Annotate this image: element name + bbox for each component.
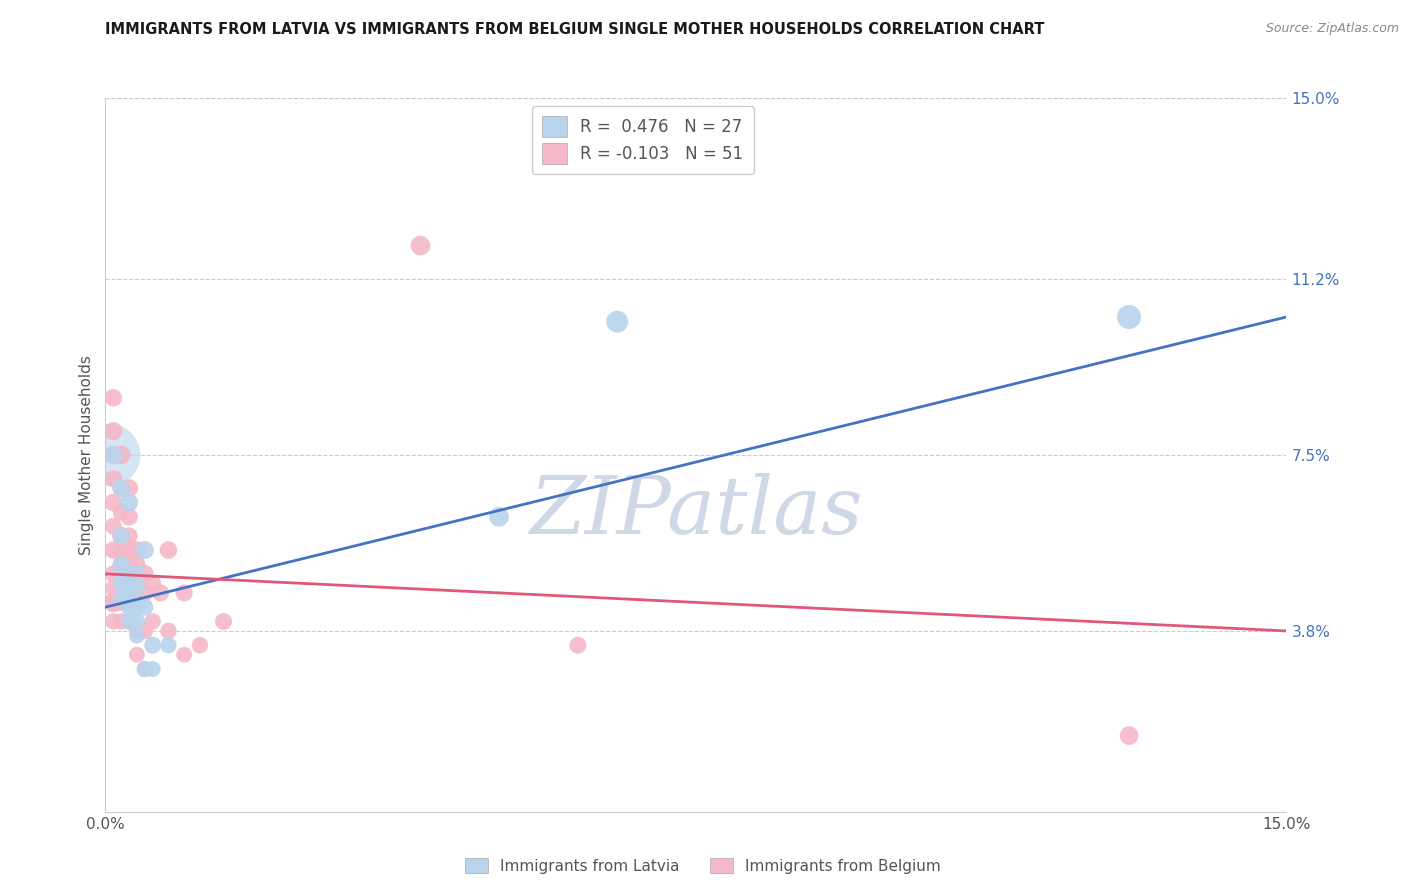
Point [134,543,156,558]
Point [118,566,141,581]
Point [118,615,141,629]
Point [103,495,125,509]
Point [118,558,141,572]
Point [125,581,148,595]
Point [142,638,165,652]
Point [134,600,156,615]
Point [103,472,125,486]
Point [157,638,180,652]
Point [103,615,125,629]
Legend: Immigrants from Latvia, Immigrants from Belgium: Immigrants from Latvia, Immigrants from … [458,852,948,880]
Point [118,595,141,609]
Point [103,595,125,609]
Legend: R =  0.476   N = 27, R = -0.103   N = 51: R = 0.476 N = 27, R = -0.103 N = 51 [531,106,754,174]
Text: ZIPatlas: ZIPatlas [529,474,863,550]
Point [110,529,132,543]
Point [125,624,148,638]
Point [134,566,156,581]
Point [125,566,148,581]
Point [110,558,132,572]
Point [173,586,195,600]
Point [125,600,148,615]
Point [98,448,121,462]
Point [110,529,132,543]
Point [142,576,165,591]
Point [567,638,589,652]
Point [188,638,211,652]
Point [110,615,132,629]
Point [134,624,156,638]
Point [110,543,132,558]
Point [110,558,132,572]
Point [157,624,180,638]
Point [118,543,141,558]
Point [118,509,141,524]
Point [125,558,148,572]
Text: IMMIGRANTS FROM LATVIA VS IMMIGRANTS FROM BELGIUM SINGLE MOTHER HOUSEHOLDS CORRE: IMMIGRANTS FROM LATVIA VS IMMIGRANTS FRO… [105,22,1045,37]
Point [110,448,132,462]
Point [212,615,235,629]
Point [1118,310,1140,324]
Point [118,595,141,609]
Point [157,543,180,558]
Point [125,629,148,643]
Point [173,648,195,662]
Point [125,595,148,609]
Point [110,481,132,495]
Point [110,481,132,495]
Point [134,586,156,600]
Point [125,615,148,629]
Point [488,509,510,524]
Point [134,662,156,676]
Point [103,448,125,462]
Point [103,543,125,558]
Point [118,600,141,615]
Point [110,595,132,609]
Point [103,424,125,438]
Point [125,543,148,558]
Point [103,581,125,595]
Point [118,495,141,509]
Point [103,595,125,609]
Point [134,662,156,676]
Point [118,615,141,629]
Point [110,576,132,591]
Y-axis label: Single Mother Households: Single Mother Households [79,355,94,555]
Point [142,662,165,676]
Point [110,505,132,519]
Point [118,481,141,495]
Point [103,519,125,533]
Point [118,576,141,591]
Point [149,586,172,600]
Text: Source: ZipAtlas.com: Source: ZipAtlas.com [1265,22,1399,36]
Point [409,238,432,252]
Point [606,315,628,329]
Point [118,529,141,543]
Point [103,448,125,462]
Point [118,581,141,595]
Point [103,566,125,581]
Point [125,576,148,591]
Point [110,576,132,591]
Point [1118,729,1140,743]
Point [125,648,148,662]
Point [142,615,165,629]
Point [103,391,125,405]
Point [110,591,132,605]
Point [118,576,141,591]
